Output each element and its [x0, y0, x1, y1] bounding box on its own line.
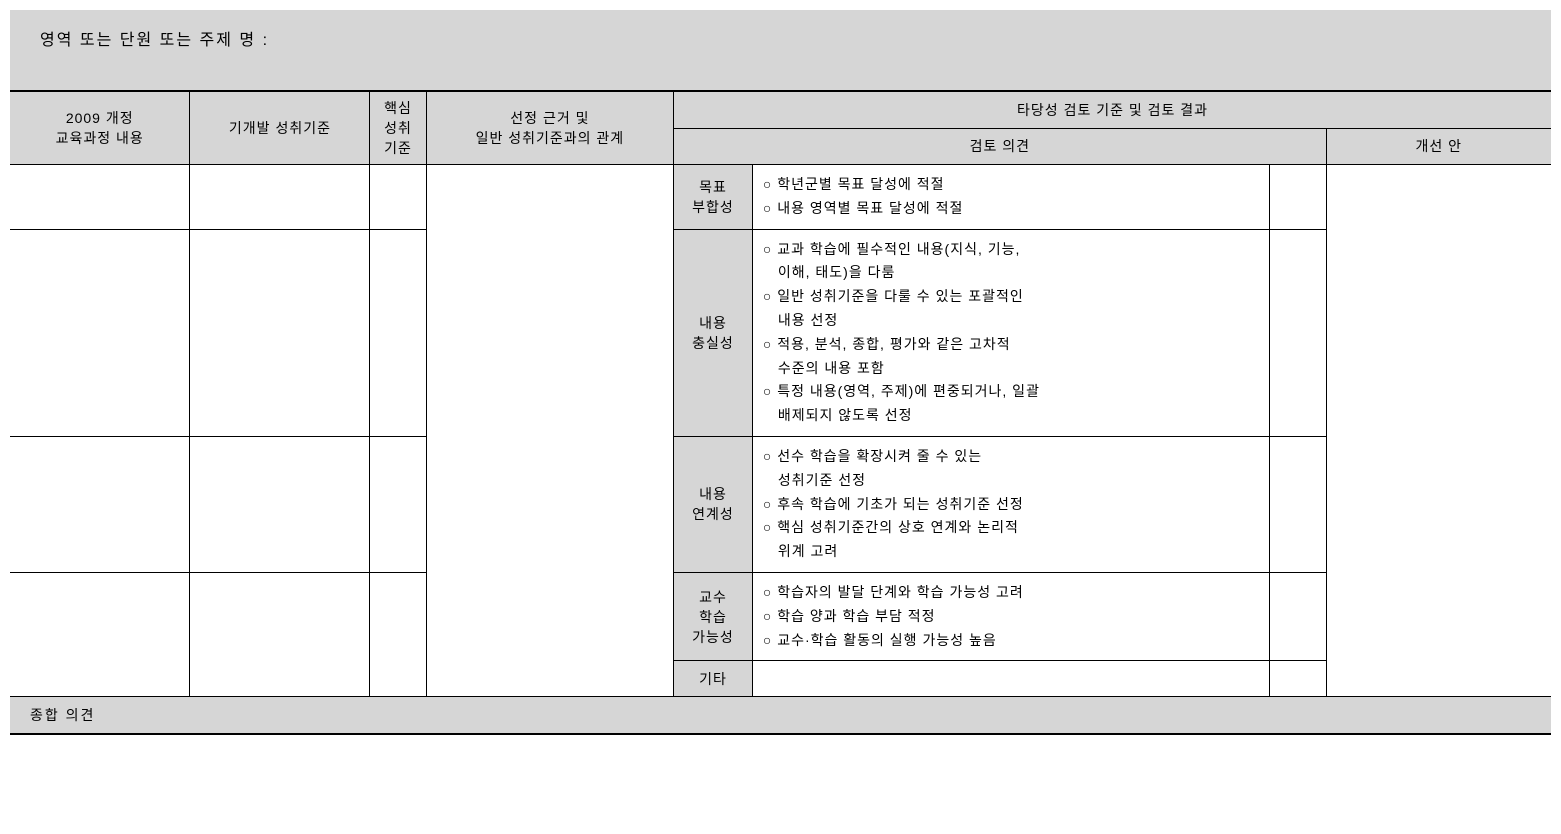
content-link-item-2: ○ 핵심 성취기준간의 상호 연계와 논리적 위계 고려: [763, 516, 1259, 564]
criteria-teach-learn-label: 교수 학습 가능성: [674, 572, 753, 660]
criteria-goal-fit-blank: [1270, 165, 1326, 230]
review-table: 2009 개정 교육과정 내용 기개발 성취기준 핵심 성취 기준 선정 근거 …: [10, 90, 1551, 735]
cell-dev-4: [190, 572, 370, 696]
cell-2009-1: [10, 165, 190, 230]
cell-basis: [426, 165, 673, 697]
teach-learn-item-2: ○ 교수·학습 활동의 실행 가능성 높음: [763, 629, 1259, 653]
content-quality-item-0: ○ 교과 학습에 필수적인 내용(지식, 기능, 이해, 태도)을 다룸: [763, 238, 1259, 286]
cell-2009-3: [10, 436, 190, 572]
header-developed: 기개발 성취기준: [190, 91, 370, 165]
criteria-content-quality-label: 내용 충실성: [674, 229, 753, 436]
cell-core-4: [370, 572, 426, 696]
header-validity: 타당성 검토 기준 및 검토 결과: [674, 91, 1551, 128]
criteria-content-link-content: ○ 선수 학습을 확장시켜 줄 수 있는 성취기준 선정 ○ 후속 학습에 기초…: [752, 436, 1269, 572]
criteria-other-blank: [1270, 661, 1326, 697]
page-title: 영역 또는 단원 또는 주제 명 :: [40, 32, 269, 49]
header-core: 핵심 성취 기준: [370, 91, 426, 165]
content-quality-item-1: ○ 일반 성취기준을 다룰 수 있는 포괄적인 내용 선정: [763, 285, 1259, 333]
criteria-content-link-label: 내용 연계성: [674, 436, 753, 572]
criteria-content-quality-blank: [1270, 229, 1326, 436]
cell-improvement: [1326, 165, 1551, 697]
content-link-item-0: ○ 선수 학습을 확장시켜 줄 수 있는 성취기준 선정: [763, 445, 1259, 493]
criteria-other-content: [752, 661, 1269, 697]
content-quality-item-2: ○ 적용, 분석, 종합, 평가와 같은 고차적 수준의 내용 포함: [763, 333, 1259, 381]
teach-learn-item-0: ○ 학습자의 발달 단계와 학습 가능성 고려: [763, 581, 1259, 605]
criteria-content-quality-content: ○ 교과 학습에 필수적인 내용(지식, 기능, 이해, 태도)을 다룸 ○ 일…: [752, 229, 1269, 436]
teach-learn-item-1: ○ 학습 양과 학습 부담 적정: [763, 605, 1259, 629]
goal-fit-item-0: ○ 학년군별 목표 달성에 적절: [763, 173, 1259, 197]
summary-label: 종합 의견: [30, 707, 95, 723]
header-basis: 선정 근거 및 일반 성취기준과의 관계: [426, 91, 673, 165]
cell-dev-3: [190, 436, 370, 572]
criteria-goal-fit-content: ○ 학년군별 목표 달성에 적절 ○ 내용 영역별 목표 달성에 적절: [752, 165, 1269, 230]
summary-row: 종합 의견: [10, 697, 1551, 735]
title-area: 영역 또는 단원 또는 주제 명 :: [10, 10, 1551, 90]
cell-dev-1: [190, 165, 370, 230]
cell-dev-2: [190, 229, 370, 436]
cell-core-2: [370, 229, 426, 436]
criteria-teach-learn-content: ○ 학습자의 발달 단계와 학습 가능성 고려 ○ 학습 양과 학습 부담 적정…: [752, 572, 1269, 660]
criteria-teach-learn-blank: [1270, 572, 1326, 660]
content-quality-item-3: ○ 특정 내용(영역, 주제)에 편중되거나, 일괄 배제되지 않도록 선정: [763, 380, 1259, 428]
header-improvement: 개선 안: [1326, 128, 1551, 164]
header-2009: 2009 개정 교육과정 내용: [10, 91, 190, 165]
goal-fit-item-1: ○ 내용 영역별 목표 달성에 적절: [763, 197, 1259, 221]
criteria-content-link-blank: [1270, 436, 1326, 572]
cell-core-3: [370, 436, 426, 572]
cell-2009-4: [10, 572, 190, 696]
cell-core-1: [370, 165, 426, 230]
header-review-opinion: 검토 의견: [674, 128, 1326, 164]
criteria-goal-fit-label: 목표 부합성: [674, 165, 753, 230]
cell-2009-2: [10, 229, 190, 436]
criteria-other-label: 기타: [674, 661, 753, 697]
content-link-item-1: ○ 후속 학습에 기초가 되는 성취기준 선정: [763, 493, 1259, 517]
